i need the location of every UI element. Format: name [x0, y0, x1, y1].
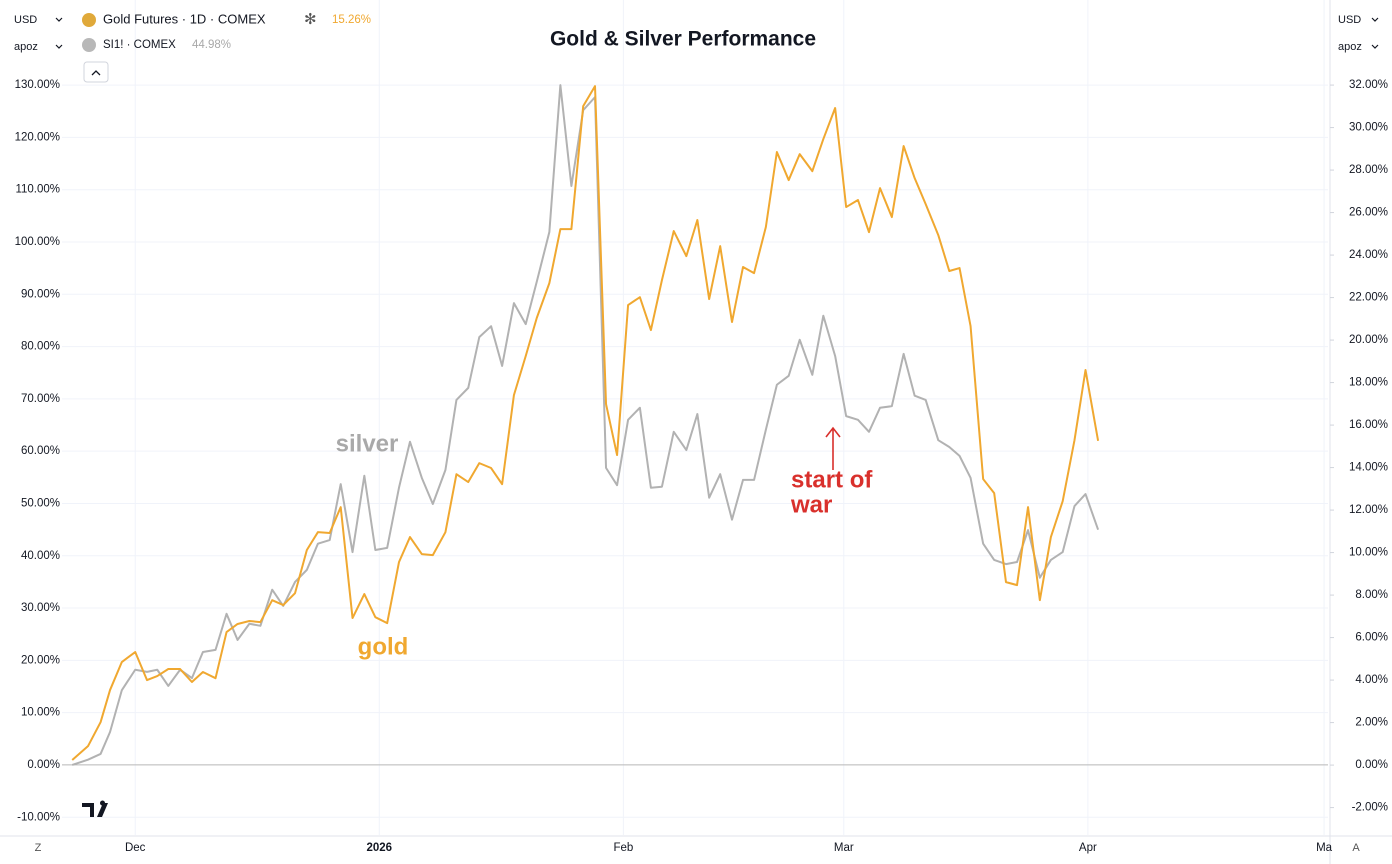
- lines: [71, 84, 1100, 766]
- corner-button[interactable]: Z: [35, 842, 42, 854]
- chevron: [91, 70, 101, 76]
- chevron: [1371, 44, 1379, 49]
- y2-tick-label: 4.00%: [1355, 674, 1388, 686]
- x-tick-label: Ma: [1316, 842, 1333, 854]
- legend-name[interactable]: Gold Futures · 1D · COMEX: [103, 11, 266, 26]
- annotation: silver: [336, 430, 399, 457]
- button-frame[interactable]: [83, 61, 109, 83]
- y-tick-label: 30.00%: [21, 602, 60, 614]
- x-tick-label: Apr: [1079, 842, 1097, 854]
- y-tick-label: 120.00%: [15, 131, 60, 143]
- grid: [62, 0, 1328, 835]
- chevron: [55, 17, 63, 22]
- x-tick-label: Feb: [613, 842, 633, 854]
- currency-label[interactable]: USD: [1338, 14, 1361, 26]
- y-tick-label: 70.00%: [21, 393, 60, 405]
- y2-tick-label: 16.00%: [1349, 419, 1388, 431]
- settings-icon[interactable]: ✻: [304, 11, 317, 28]
- currency-select[interactable]: USD: [14, 14, 63, 26]
- y2-tick-label: 22.00%: [1349, 292, 1388, 304]
- legend-name[interactable]: SI1! · COMEX: [103, 39, 176, 51]
- scale-select[interactable]: apoz: [14, 41, 63, 53]
- y2-tick-label: 30.00%: [1349, 122, 1388, 134]
- y-tick-label: 90.00%: [21, 288, 60, 300]
- tv-logo[interactable]: [82, 800, 108, 817]
- chart-title: Gold & Silver Performance: [550, 28, 816, 51]
- currency-label[interactable]: USD: [14, 14, 37, 26]
- y2-tick-label: 24.00%: [1349, 249, 1388, 261]
- scale-select[interactable]: apoz: [1338, 41, 1379, 53]
- y2-tick-label: 28.00%: [1349, 164, 1388, 176]
- labels: Dec 2026 Feb Mar Apr Ma -10.00% 0.00% 10.00% 20.0…: [15, 79, 1388, 854]
- annotation: start of: [791, 466, 873, 493]
- y-tick-label: 110.00%: [15, 184, 60, 196]
- y-tick-label: 80.00%: [21, 341, 60, 353]
- x-tick-label: Mar: [834, 842, 854, 854]
- y2-tick-label: 0.00%: [1355, 759, 1388, 771]
- y-tick-label: 20.00%: [21, 654, 60, 666]
- corner-button[interactable]: A: [1352, 842, 1360, 854]
- scale-label[interactable]: apoz: [14, 41, 38, 53]
- y-tick-label: 130.00%: [15, 79, 60, 91]
- y2-tick-label: 10.00%: [1349, 547, 1388, 559]
- y2-tick-label: 8.00%: [1355, 589, 1388, 601]
- y2-tick-label: 18.00%: [1349, 377, 1388, 389]
- annotation-arrow: [825, 426, 841, 470]
- legend-icon: [82, 38, 96, 52]
- y2-tick-label: 2.00%: [1355, 717, 1388, 729]
- currency-select[interactable]: USD: [1338, 14, 1379, 26]
- y2-tick-label: 14.00%: [1349, 462, 1388, 474]
- chevron: [55, 44, 63, 49]
- x-tick-label: 2026: [366, 842, 392, 854]
- y2-tick-label: 20.00%: [1349, 334, 1388, 346]
- series-line: [71, 84, 1100, 766]
- y2-tick-label: -2.00%: [1352, 802, 1388, 814]
- legend-icon: [82, 13, 96, 27]
- y-tick-label: 50.00%: [21, 497, 60, 509]
- scale-label[interactable]: apoz: [1338, 41, 1362, 53]
- y-tick-label: 40.00%: [21, 550, 60, 562]
- y2-tick-label: 32.00%: [1349, 79, 1388, 91]
- y2-tick-label: 12.00%: [1349, 504, 1388, 516]
- y2-tick-label: 26.00%: [1349, 207, 1388, 219]
- legend-value: 44.98%: [192, 39, 231, 51]
- y-tick-label: 60.00%: [21, 445, 60, 457]
- annotation: gold: [358, 633, 409, 660]
- series-line: [71, 85, 1100, 761]
- legend-value: 15.26%: [332, 14, 371, 26]
- annotation: war: [790, 491, 832, 518]
- x-tick-label: Dec: [125, 842, 146, 854]
- y-tick-label: 10.00%: [21, 707, 60, 719]
- y-tick-label: 0.00%: [27, 759, 60, 771]
- y-tick-label: -10.00%: [17, 811, 60, 823]
- chevron: [1371, 17, 1379, 22]
- collapse-button[interactable]: [83, 61, 109, 83]
- y2-tick-label: 6.00%: [1355, 632, 1388, 644]
- y-tick-label: 100.00%: [15, 236, 60, 248]
